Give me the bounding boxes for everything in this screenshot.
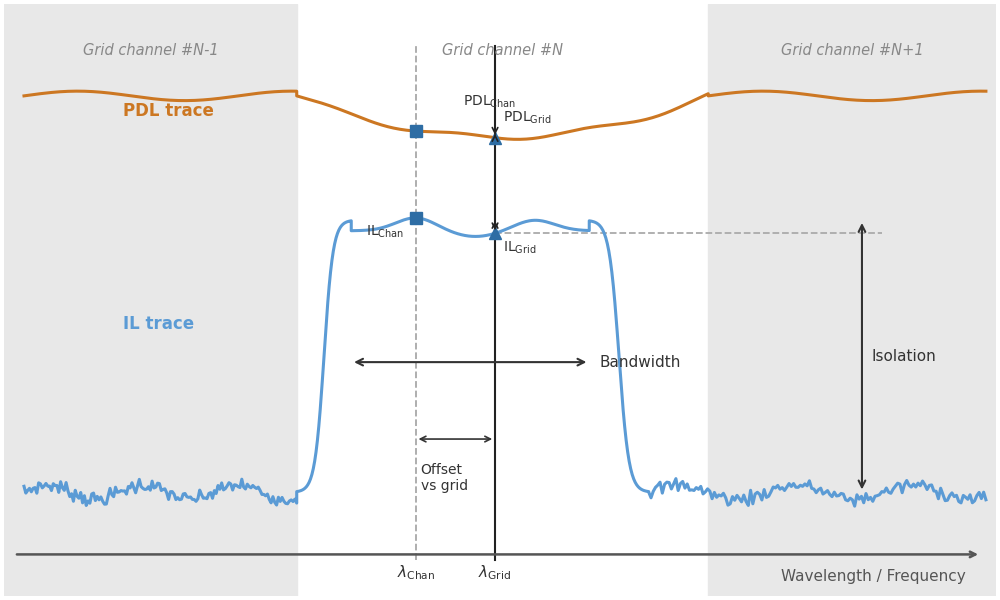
Text: IL$_{\mathregular{Chan}}$: IL$_{\mathregular{Chan}}$ [366, 224, 404, 240]
Text: $\lambda_{\mathregular{Grid}}$: $\lambda_{\mathregular{Grid}}$ [478, 563, 512, 582]
Text: Wavelength / Frequency: Wavelength / Frequency [781, 569, 966, 584]
Text: PDL$_{\mathregular{Grid}}$: PDL$_{\mathregular{Grid}}$ [503, 110, 551, 126]
Text: PDL trace: PDL trace [123, 101, 214, 119]
Text: Grid channel #N-1: Grid channel #N-1 [83, 43, 218, 58]
Bar [4, 4, 297, 596]
Text: IL trace: IL trace [123, 314, 194, 332]
Text: PDL$_{\mathregular{Chan}}$: PDL$_{\mathregular{Chan}}$ [463, 94, 517, 110]
Text: Grid channel #N: Grid channel #N [442, 43, 563, 58]
Text: Isolation: Isolation [872, 349, 937, 364]
Text: Bandwidth: Bandwidth [599, 355, 681, 370]
Text: $\lambda_{\mathregular{Chan}}$: $\lambda_{\mathregular{Chan}}$ [397, 563, 435, 582]
Text: Grid channel #N+1: Grid channel #N+1 [781, 43, 923, 58]
Text: IL$_{\mathregular{Grid}}$: IL$_{\mathregular{Grid}}$ [503, 239, 536, 256]
Bar [708, 4, 996, 596]
Text: Offset
vs grid: Offset vs grid [421, 463, 468, 493]
